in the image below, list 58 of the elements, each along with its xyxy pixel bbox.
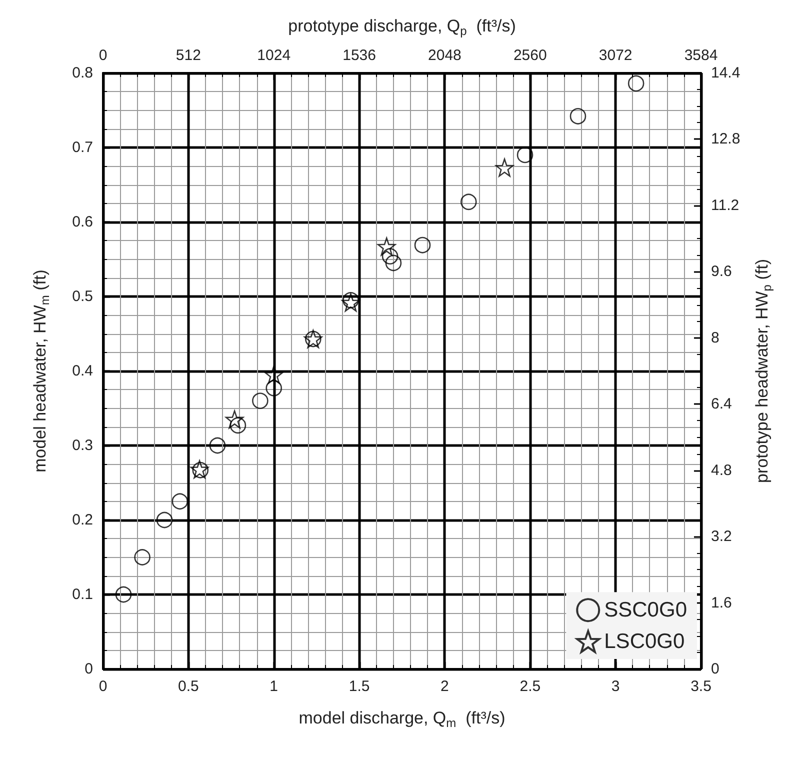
- x-tick-label: 3: [611, 678, 620, 695]
- point: [252, 392, 268, 409]
- y-tick-label: 0.8: [72, 64, 93, 82]
- x-tick-label: 3.5: [690, 678, 712, 695]
- y2-tick-label: 12.8: [711, 130, 740, 148]
- x2-tick-label: 3584: [684, 47, 718, 64]
- point: [382, 248, 398, 264]
- y-tick-label: 0.2: [72, 512, 93, 528]
- x-tick-label: 2: [440, 678, 449, 695]
- x-tick-label: 0: [98, 678, 108, 695]
- x-tick-label: 0.5: [178, 678, 199, 695]
- x2-tick-label: 1024: [257, 47, 291, 64]
- y-axis-title: model headwater, HWm (ft): [30, 270, 52, 472]
- y-tick-label: 0.7: [72, 139, 93, 156]
- y2-axis-title: prototype headwater, HWp (ft): [752, 259, 774, 483]
- y2-tick-label: 8: [711, 329, 720, 346]
- y-tick-label: 0.6: [72, 214, 93, 230]
- point: [225, 410, 244, 429]
- point: [266, 380, 282, 396]
- point: [414, 236, 431, 254]
- y2-tick-label: 1.6: [711, 594, 732, 612]
- point: [342, 293, 360, 312]
- y2-tick-label: 0: [711, 660, 720, 678]
- point: [172, 493, 188, 510]
- x2-tick-label: 0: [98, 47, 108, 64]
- point: [385, 254, 402, 272]
- point: [209, 437, 226, 454]
- y-tick-label: 0.4: [72, 362, 93, 380]
- point: [115, 586, 132, 603]
- point: [495, 158, 514, 177]
- y-tick-label: 0.3: [72, 437, 93, 454]
- x-tick-label: 1.5: [348, 678, 370, 695]
- point: [460, 194, 477, 210]
- legend-label: LSC0G0: [604, 630, 685, 654]
- point: [264, 366, 284, 384]
- x-tick-label: 2.5: [520, 678, 541, 695]
- x2-tick-label: 1536: [342, 47, 376, 64]
- x2-tick-label: 3072: [598, 47, 632, 64]
- point: [156, 512, 173, 528]
- y2-tick-label: 4.8: [711, 462, 732, 479]
- x2-tick-label: 2560: [513, 47, 547, 64]
- y-tick-label: 0.1: [72, 586, 93, 603]
- x2-tick-label: 2048: [428, 47, 462, 64]
- y2-tick-label: 9.6: [711, 263, 732, 280]
- y-tick-label: 0: [84, 660, 93, 678]
- point: [516, 146, 534, 164]
- y2-tick-label: 3.2: [711, 528, 732, 546]
- x2-tick-label: 512: [176, 47, 201, 64]
- point: [628, 75, 644, 92]
- x-tick-label: 1: [270, 678, 278, 695]
- y2-tick-label: 14.4: [711, 64, 740, 82]
- y2-tick-label: 11.2: [711, 196, 740, 214]
- y-tick-label: 0.5: [72, 288, 93, 305]
- point: [570, 108, 586, 124]
- legend-label: SSC0G0: [604, 598, 688, 622]
- y2-tick-label: 6.4: [711, 396, 732, 413]
- point: [377, 237, 396, 256]
- point: [134, 549, 150, 566]
